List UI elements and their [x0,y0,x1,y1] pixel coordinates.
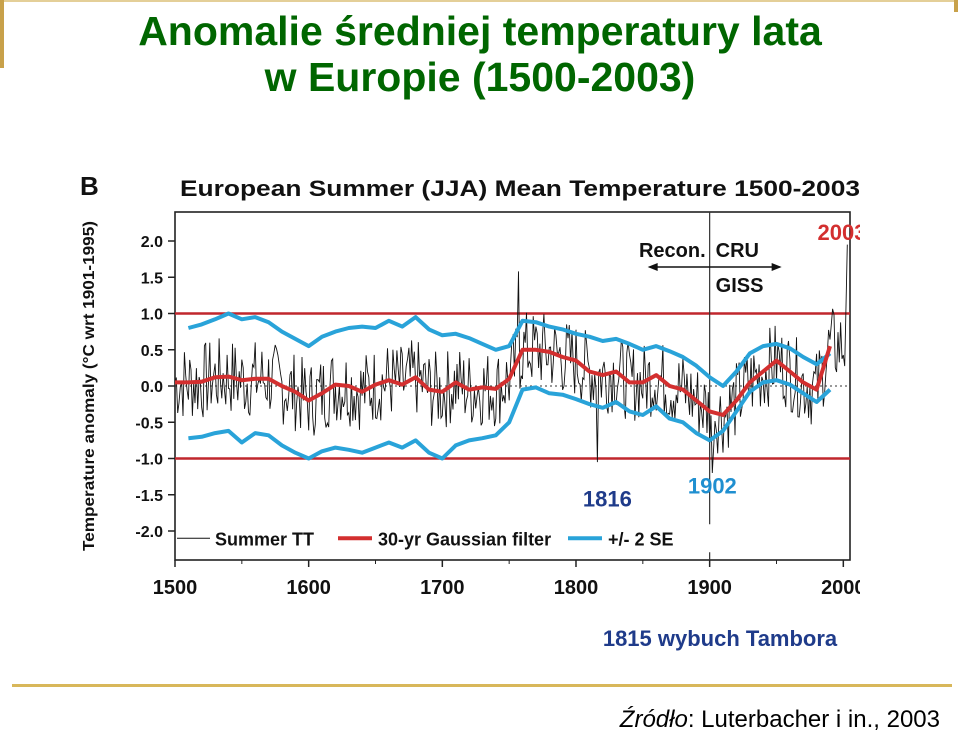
decorative-top-line [4,0,954,2]
panel-label: B [80,171,99,201]
slide-title-line1: Anomalie średniej temperatury lata [138,8,822,54]
y-tick-label: 1.5 [141,270,163,287]
source-label: Źródło [619,706,688,733]
annotation-1902: 1902 [688,474,737,499]
recon-label: Recon. [639,240,706,262]
legend-label-se: +/- 2 SE [608,529,674,549]
y-tick-label: -1.5 [135,488,163,505]
y-tick-label: 0.5 [141,343,163,360]
y-axis: 2.0 1.5 1.0 0.5 0.0 -0.5 -1.0 -1.5 -2.0 [135,234,175,541]
series-line-se-band [188,378,832,461]
chart-title: European Summer (JJA) Mean Temperature 1… [180,176,860,201]
source-citation: Źródło: Luterbacher i in., 2003 [620,706,940,734]
arrow-right-icon [771,263,782,271]
y-axis-label: Temperature anomaly (°C wrt 1901-1995) [81,221,98,551]
temperature-chart: B European Summer (JJA) Mean Temperature… [80,171,860,599]
x-tick-label: 1900 [687,577,732,599]
x-tick-label: 1800 [554,577,599,599]
series-line-gaussian-filter [175,345,832,417]
x-tick-label: 1700 [420,577,465,599]
x-tick-label: 1500 [153,577,198,599]
series-line-summer-tt [174,244,848,474]
arrow-left-icon [647,263,658,271]
bottom-rule [12,684,952,687]
annotation-2003: 2003 [818,220,860,245]
y-tick-label: -2.0 [135,524,163,541]
slide-title: Anomalie średniej temperatury lata w Eur… [0,8,960,100]
annotation-1816: 1816 [583,486,632,511]
tambora-note: 1815 wybuch Tambora [602,626,838,651]
series-line-se-band [187,311,832,388]
y-tick-label: -0.5 [135,415,163,432]
plot-area: Recon. CRU GISS 2003 1902 1816 [174,212,860,560]
decorative-left-bar [0,0,4,68]
legend: Summer TT 30-yr Gaussian filter +/- 2 SE [177,524,767,553]
y-tick-label: 1.0 [141,307,163,324]
y-tick-label: 2.0 [141,234,163,251]
legend-label-gaussian: 30-yr Gaussian filter [378,529,551,549]
decorative-right-bar [954,0,958,12]
cru-label: CRU [716,240,759,262]
slide-title-line2: w Europie (1500-2003) [264,54,696,100]
x-tick-label: 1600 [286,577,331,599]
plot-frame [174,211,851,561]
source-text: : Luterbacher i in., 2003 [687,706,940,733]
giss-label: GISS [716,275,764,297]
x-axis: 1500 1600 1700 1800 1900 2000 [153,560,860,599]
legend-label-summer-tt: Summer TT [215,529,314,549]
legend-background [177,524,767,553]
y-tick-label: -1.0 [135,452,163,469]
y-tick-label: 0.0 [141,379,163,396]
x-tick-label: 2000 [821,577,860,599]
